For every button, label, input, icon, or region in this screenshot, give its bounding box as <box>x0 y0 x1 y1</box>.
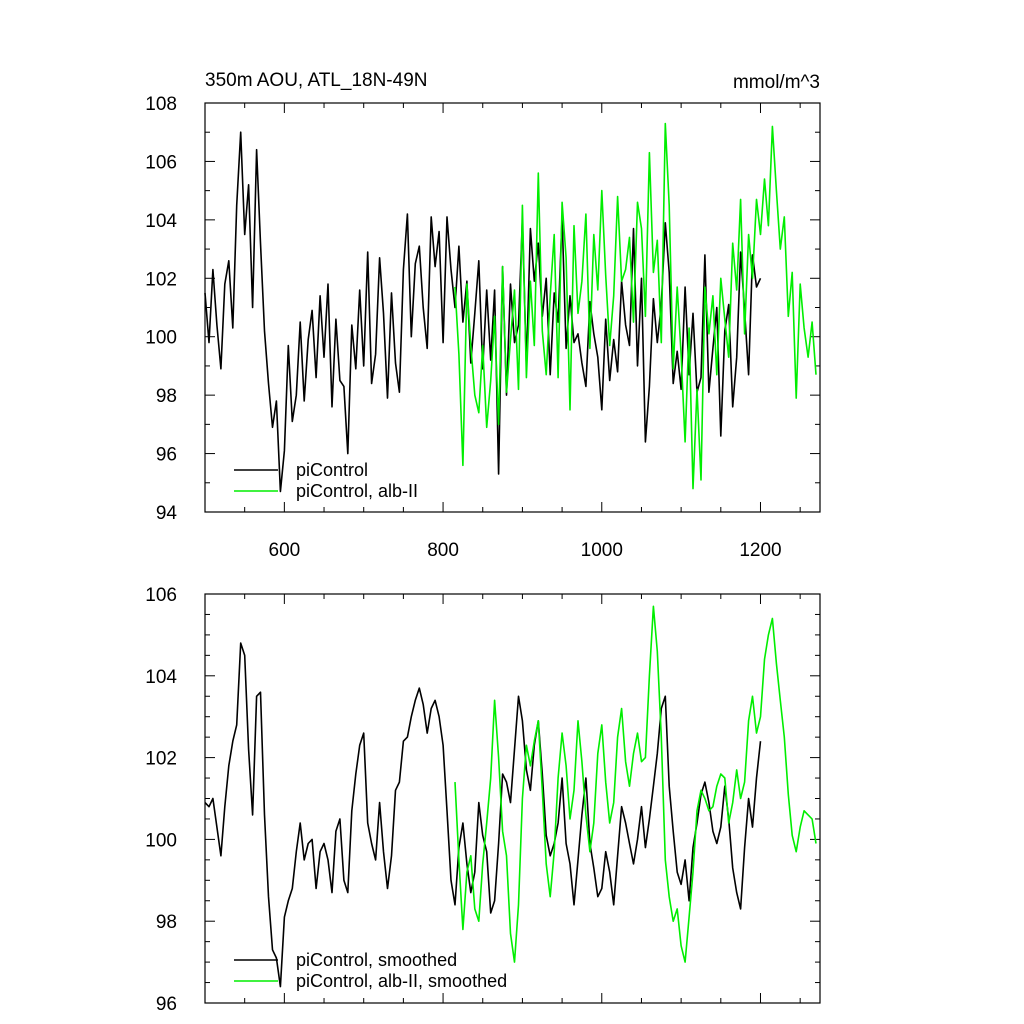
y-tick-label: 102 <box>145 749 177 770</box>
plot-frame <box>204 593 821 1004</box>
legend-label: piControl, smoothed <box>296 950 457 970</box>
series-line-picontrol <box>204 131 762 493</box>
chart-title: 350m AOU, ATL_18N-49N <box>205 70 427 91</box>
y-tick-label: 96 <box>156 445 177 466</box>
x-tick-label: 600 <box>269 540 301 561</box>
series-line-picontrol-alb-ii <box>454 605 817 963</box>
y-tick-label: 98 <box>156 386 177 407</box>
x-tick-label: 1200 <box>739 540 781 561</box>
x-tick-label: 800 <box>427 540 459 561</box>
legend-label: piControl <box>296 460 368 480</box>
y-tick-label: 106 <box>145 152 177 173</box>
y-tick-label: 102 <box>145 269 177 290</box>
bottom-panel: 96 98 100 102 104 106 piControl, smoothedpiCon… <box>145 585 821 1015</box>
y-tick-label: 94 <box>156 503 178 524</box>
top-panel: 350m AOU, ATL_18N-49N mmol/m^3 600 800 100… <box>145 70 821 561</box>
y-tick-label: 96 <box>156 994 177 1015</box>
legend-label: piControl, alb-II <box>296 481 418 501</box>
y-tick-label: 100 <box>145 328 177 349</box>
y-tick-label: 106 <box>145 585 177 606</box>
legend-label: piControl, alb-II, smoothed <box>296 971 507 991</box>
y-tick-label: 100 <box>145 830 177 851</box>
series-line-picontrol-alb-ii <box>454 122 817 490</box>
y-tick-label: 104 <box>145 667 177 688</box>
units-label: mmol/m^3 <box>733 72 820 93</box>
y-tick-label: 108 <box>145 94 177 115</box>
x-tick-label: 1000 <box>581 540 623 561</box>
series-line-picontrol <box>204 642 762 988</box>
y-tick-label: 104 <box>145 211 177 232</box>
y-tick-label: 98 <box>156 912 177 933</box>
